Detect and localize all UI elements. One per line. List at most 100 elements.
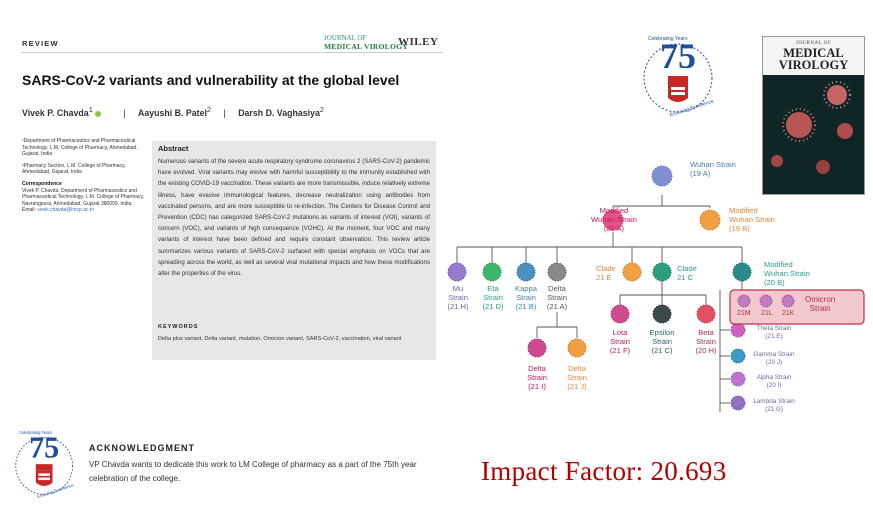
- virus-particles: [447, 165, 752, 411]
- l2: Strain: [652, 337, 672, 346]
- label-wuhan: Wuhan Strain (19 A): [690, 160, 736, 178]
- author-1: Vivek P. Chavda1: [22, 105, 111, 118]
- virus-20a-icon: [602, 209, 624, 231]
- cover-title: MEDICAL VIROLOGY: [763, 46, 864, 72]
- l3: (20 H): [695, 346, 717, 355]
- article-title: SARS-CoV-2 variants and vulnerability at…: [22, 72, 400, 88]
- journal-small-line2: MEDICAL VIROLOGY: [324, 42, 409, 51]
- email-label: Email:: [22, 207, 36, 214]
- omicron-box: [729, 289, 865, 325]
- author-3: Darsh D. Vaghasiya2: [238, 105, 324, 118]
- anniversary-logo-top: 75 Celebrating Years Enduring Excellence: [643, 36, 715, 118]
- l3: (21 J): [567, 382, 587, 391]
- l3: (21 H): [447, 302, 469, 311]
- l1: Epsilon: [649, 328, 675, 337]
- keywords-text: Delta plus variant, Delta variant, mutat…: [158, 336, 402, 342]
- impact-factor: Impact Factor: 20.693: [481, 456, 727, 486]
- omicron-code-21k: 21K: [782, 310, 795, 317]
- l3: (20 A): [603, 224, 625, 233]
- abstract-text: Numerous variants of the severe acute re…: [158, 158, 430, 278]
- l1: Lota: [612, 328, 628, 337]
- label-mu: Mu Strain (21 H): [446, 284, 470, 311]
- l1: Beta: [698, 328, 714, 337]
- l2: Strain: [696, 337, 716, 346]
- label-beta: Beta Strain (20 H): [692, 328, 720, 355]
- email-link[interactable]: vivek.chavda@lmcp.ac.in: [37, 207, 94, 214]
- l3: (21 F): [609, 346, 631, 355]
- l1: Delta: [548, 284, 566, 293]
- abstract-panel: [152, 141, 436, 360]
- l3: (21 I): [528, 382, 546, 391]
- cover-virus-image: [763, 75, 864, 194]
- l2: Strain: [483, 293, 503, 302]
- label-lambda: Lambda Strain (21 G): [750, 398, 798, 414]
- label-modified-19b: Modified Wuhan Strain (19 B): [729, 206, 775, 233]
- l2: (21 E): [765, 333, 783, 340]
- virus-21k-icon: [781, 294, 795, 308]
- l2: Strain: [448, 293, 468, 302]
- l2: Strain: [547, 293, 567, 302]
- virus-delta-21j-icon: [567, 338, 587, 358]
- l1: Modified: [764, 260, 793, 269]
- virus-19b-icon: [699, 209, 721, 231]
- label-wuhan-code: (19 A): [690, 169, 711, 178]
- author-list: Vivek P. Chavda1 | Aayushi B. Patel2 | D…: [22, 105, 334, 118]
- l1: Mu: [452, 284, 464, 293]
- logo-number: 75: [29, 430, 59, 464]
- l3: (21 C): [651, 346, 673, 355]
- label-gamma: Gamma Strain (20 J): [750, 351, 798, 367]
- author-2-name: Aayushi B. Patel: [137, 107, 207, 118]
- cover-journal-of: JOURNAL OF: [795, 41, 832, 46]
- acknowledgment-heading: ACKNOWLEDGMENT: [89, 443, 195, 453]
- variant-tree-diagram: [447, 165, 865, 412]
- l3: (21 D): [482, 302, 504, 311]
- logo-ring-text: Celebrating Years: [648, 36, 688, 42]
- l3: (19 B): [729, 224, 750, 233]
- section-label: REVIEW: [22, 39, 59, 48]
- virus-alpha-icon: [730, 371, 746, 387]
- l1: Clade: [677, 264, 697, 273]
- label-wuhan-name: Wuhan Strain: [690, 160, 736, 169]
- l2: Strain: [516, 293, 536, 302]
- label-omicron: Omicron Strain: [805, 295, 835, 313]
- l2: Strain: [809, 304, 831, 313]
- publisher-logo: WILEY: [398, 36, 439, 48]
- l1: Eta: [487, 284, 499, 293]
- l1: Alpha Strain: [756, 374, 792, 381]
- virus-kappa-icon: [516, 262, 536, 282]
- orcid-icon[interactable]: [94, 110, 101, 117]
- author-2-sup: 2: [206, 105, 211, 114]
- author-3-name: Darsh D. Vaghasiya: [238, 107, 320, 118]
- virus-lambda-icon: [730, 395, 746, 411]
- omicron-code-21l: 21L: [761, 310, 773, 317]
- l3: (21 B): [515, 302, 537, 311]
- correspondence-text: Vivek P. Chavda, Department of Pharmaceu…: [22, 187, 145, 207]
- label-theta: Theta Strain (21 E): [750, 325, 798, 341]
- cover-title-line2: VIROLOGY: [778, 58, 849, 72]
- l2: Strain: [610, 337, 630, 346]
- virus-clade-21e-icon: [622, 262, 642, 282]
- virus-beta-icon: [696, 304, 716, 324]
- label-epsilon: Epsilon Strain (21 C): [646, 328, 678, 355]
- l1: Kappa: [515, 284, 537, 293]
- logo-ring-text: Celebrating Years: [19, 430, 52, 435]
- cover-title-line1: MEDICAL: [783, 46, 844, 60]
- l1: Modified: [599, 206, 629, 215]
- l1: Modified: [729, 206, 758, 215]
- l2: Wuhan Strain: [591, 215, 637, 224]
- header-divider: [22, 52, 442, 53]
- logo-number: 75: [660, 36, 696, 76]
- label-alpha: Alpha Strain (20 I): [750, 374, 798, 390]
- virus-21m-icon: [737, 294, 751, 308]
- l2: 21 E: [596, 273, 612, 282]
- author-2: Aayushi B. Patel2: [137, 105, 211, 118]
- acknowledgment-text: VP Chavda wants to dedicate this work to…: [89, 460, 417, 483]
- l1: Omicron: [805, 295, 836, 304]
- l2: 21 C: [677, 273, 694, 282]
- tree-connectors: [456, 195, 743, 412]
- cover-masthead: [763, 37, 864, 75]
- l2: Wuhan Strain: [764, 269, 810, 278]
- author-1-name: Vivek P. Chavda: [22, 107, 89, 118]
- virus-gamma-icon: [730, 348, 746, 364]
- correspondence-heading: Correspondence: [22, 180, 62, 187]
